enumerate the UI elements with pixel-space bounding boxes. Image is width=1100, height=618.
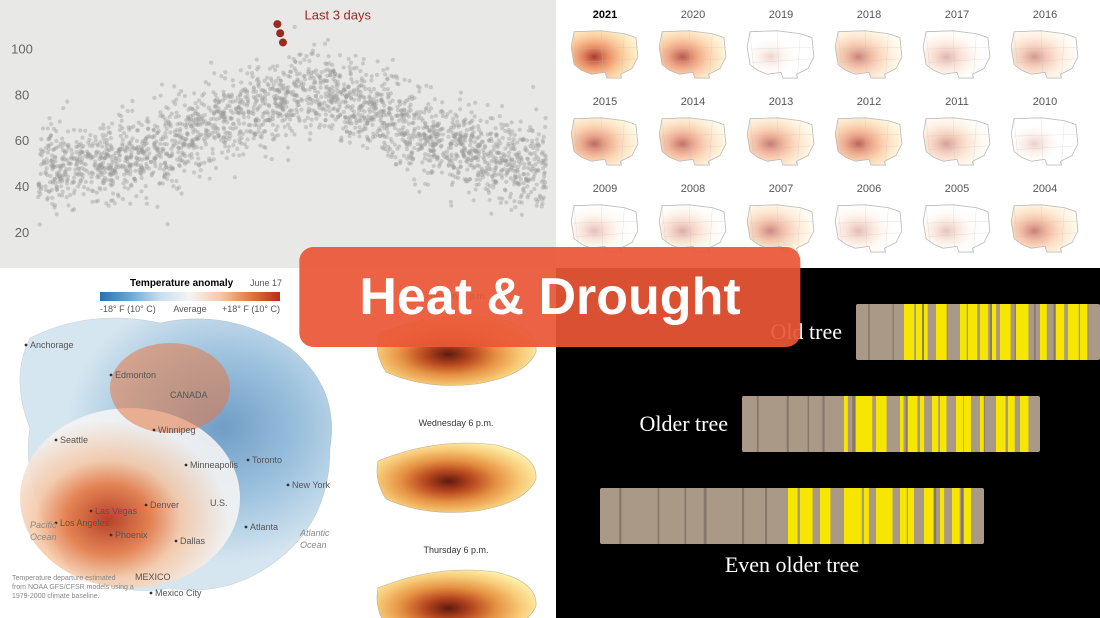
svg-text:Ocean: Ocean — [300, 540, 327, 550]
sm-cell-2017: 2017 — [920, 10, 994, 87]
sm-year-label: 2014 — [656, 97, 730, 108]
svg-text:Last 3 days: Last 3 days — [305, 7, 372, 22]
sm-cell-2006: 2006 — [832, 184, 906, 261]
svg-text:MEXICO: MEXICO — [135, 572, 171, 582]
sm-map — [1008, 24, 1082, 82]
sm-cell-2014: 2014 — [656, 97, 730, 174]
svg-text:June 17: June 17 — [250, 278, 282, 288]
sm-year-label: 2006 — [832, 184, 906, 195]
svg-text:Edmonton: Edmonton — [115, 370, 156, 380]
sm-year-label: 2008 — [656, 184, 730, 195]
sm-cell-2021: 2021 — [568, 10, 642, 87]
svg-text:+18° F (10° C): +18° F (10° C) — [222, 304, 280, 314]
svg-text:Mexico City: Mexico City — [155, 588, 202, 598]
sm-cell-2020: 2020 — [656, 10, 730, 87]
sm-map — [744, 111, 818, 169]
sm-year-label: 2007 — [744, 184, 818, 195]
svg-text:Temperature anomaly: Temperature anomaly — [130, 278, 234, 289]
sm-map — [568, 24, 642, 82]
svg-text:Ocean: Ocean — [30, 532, 57, 542]
sm-year-label: 2011 — [920, 97, 994, 108]
svg-text:60: 60 — [15, 133, 29, 148]
svg-text:New York: New York — [292, 480, 331, 490]
sm-year-label: 2009 — [568, 184, 642, 195]
sm-map — [832, 198, 906, 256]
us-forecast-item: Wednesday 6 p.m. — [366, 419, 546, 526]
sm-map — [568, 111, 642, 169]
sm-year-label: 2016 — [1008, 10, 1082, 21]
sm-map — [832, 24, 906, 82]
sm-year-label: 2013 — [744, 97, 818, 108]
svg-text:Toronto: Toronto — [252, 455, 282, 465]
sm-map — [656, 24, 730, 82]
svg-text:-18° F (10° C): -18° F (10° C) — [100, 304, 156, 314]
svg-text:100: 100 — [11, 41, 33, 56]
sm-year-label: 2012 — [832, 97, 906, 108]
svg-text:80: 80 — [15, 87, 29, 102]
sm-cell-2005: 2005 — [920, 184, 994, 261]
sm-map — [744, 24, 818, 82]
sm-year-label: 2004 — [1008, 184, 1082, 195]
svg-text:Atlantic: Atlantic — [299, 528, 330, 538]
svg-text:U.S.: U.S. — [210, 498, 228, 508]
sm-map — [656, 111, 730, 169]
svg-text:Winnipeg: Winnipeg — [158, 425, 196, 435]
svg-text:Denver: Denver — [150, 500, 179, 510]
sm-cell-2011: 2011 — [920, 97, 994, 174]
svg-text:Phoenix: Phoenix — [115, 530, 148, 540]
sm-map — [1008, 198, 1082, 256]
us-forecast-caption: Thursday 6 p.m. — [366, 546, 546, 555]
sm-map — [920, 111, 994, 169]
svg-text:Minneapolis: Minneapolis — [190, 460, 239, 470]
small-multiples-panel: 2021 2020 2019 2018 2017 2016 2015 2014 2013 2012… — [556, 0, 1100, 268]
sm-cell-2013: 2013 — [744, 97, 818, 174]
svg-text:Average: Average — [173, 304, 206, 314]
svg-text:Temperature departure estimate: Temperature departure estimated — [12, 575, 116, 582]
sm-cell-2010: 2010 — [1008, 97, 1082, 174]
sm-cell-2012: 2012 — [832, 97, 906, 174]
svg-text:CANADA: CANADA — [170, 390, 208, 400]
overlay-title: Heat & Drought — [299, 247, 800, 347]
svg-text:Las Vegas: Las Vegas — [95, 506, 138, 516]
svg-text:20: 20 — [15, 225, 29, 240]
svg-text:Seattle: Seattle — [60, 435, 88, 445]
us-forecast-caption: Wednesday 6 p.m. — [366, 419, 546, 428]
svg-text:Los Angeles: Los Angeles — [60, 518, 110, 528]
sm-year-label: 2019 — [744, 10, 818, 21]
sm-year-label: 2017 — [920, 10, 994, 21]
sm-cell-2019: 2019 — [744, 10, 818, 87]
sm-cell-2018: 2018 — [832, 10, 906, 87]
sm-cell-2016: 2016 — [1008, 10, 1082, 87]
svg-text:1979-2000 climate baseline.: 1979-2000 climate baseline. — [12, 593, 100, 600]
svg-text:from NOAA GFS/CFSR models usin: from NOAA GFS/CFSR models using a — [12, 584, 134, 591]
sm-map — [1008, 111, 1082, 169]
sm-year-label: 2005 — [920, 184, 994, 195]
svg-text:Atlanta: Atlanta — [250, 522, 278, 532]
us-heat-map — [366, 431, 546, 521]
sm-year-label: 2015 — [568, 97, 642, 108]
sm-map — [920, 24, 994, 82]
sm-year-label: 2020 — [656, 10, 730, 21]
sm-map — [832, 111, 906, 169]
sm-year-label: 2010 — [1008, 97, 1082, 108]
us-forecast-item: Thursday 6 p.m. — [366, 546, 546, 618]
sm-cell-2004: 2004 — [1008, 184, 1082, 261]
svg-text:Dallas: Dallas — [180, 536, 206, 546]
svg-text:Pacific: Pacific — [30, 520, 57, 530]
svg-text:Older tree: Older tree — [639, 411, 728, 436]
scatter-chart: 20 40 60 80 100 Last 3 days — [0, 0, 556, 268]
small-multiples-grid: 2021 2020 2019 2018 2017 2016 2015 2014 2013 2012… — [568, 10, 1082, 261]
svg-text:Even older tree: Even older tree — [725, 552, 859, 577]
sm-cell-2015: 2015 — [568, 97, 642, 174]
sm-year-label: 2021 — [568, 10, 642, 21]
svg-text:Anchorage: Anchorage — [30, 340, 74, 350]
us-heat-map — [366, 558, 546, 618]
scatter-panel: 20 40 60 80 100 Last 3 days — [0, 0, 556, 268]
sm-year-label: 2018 — [832, 10, 906, 21]
svg-text:40: 40 — [15, 179, 29, 194]
sm-map — [920, 198, 994, 256]
